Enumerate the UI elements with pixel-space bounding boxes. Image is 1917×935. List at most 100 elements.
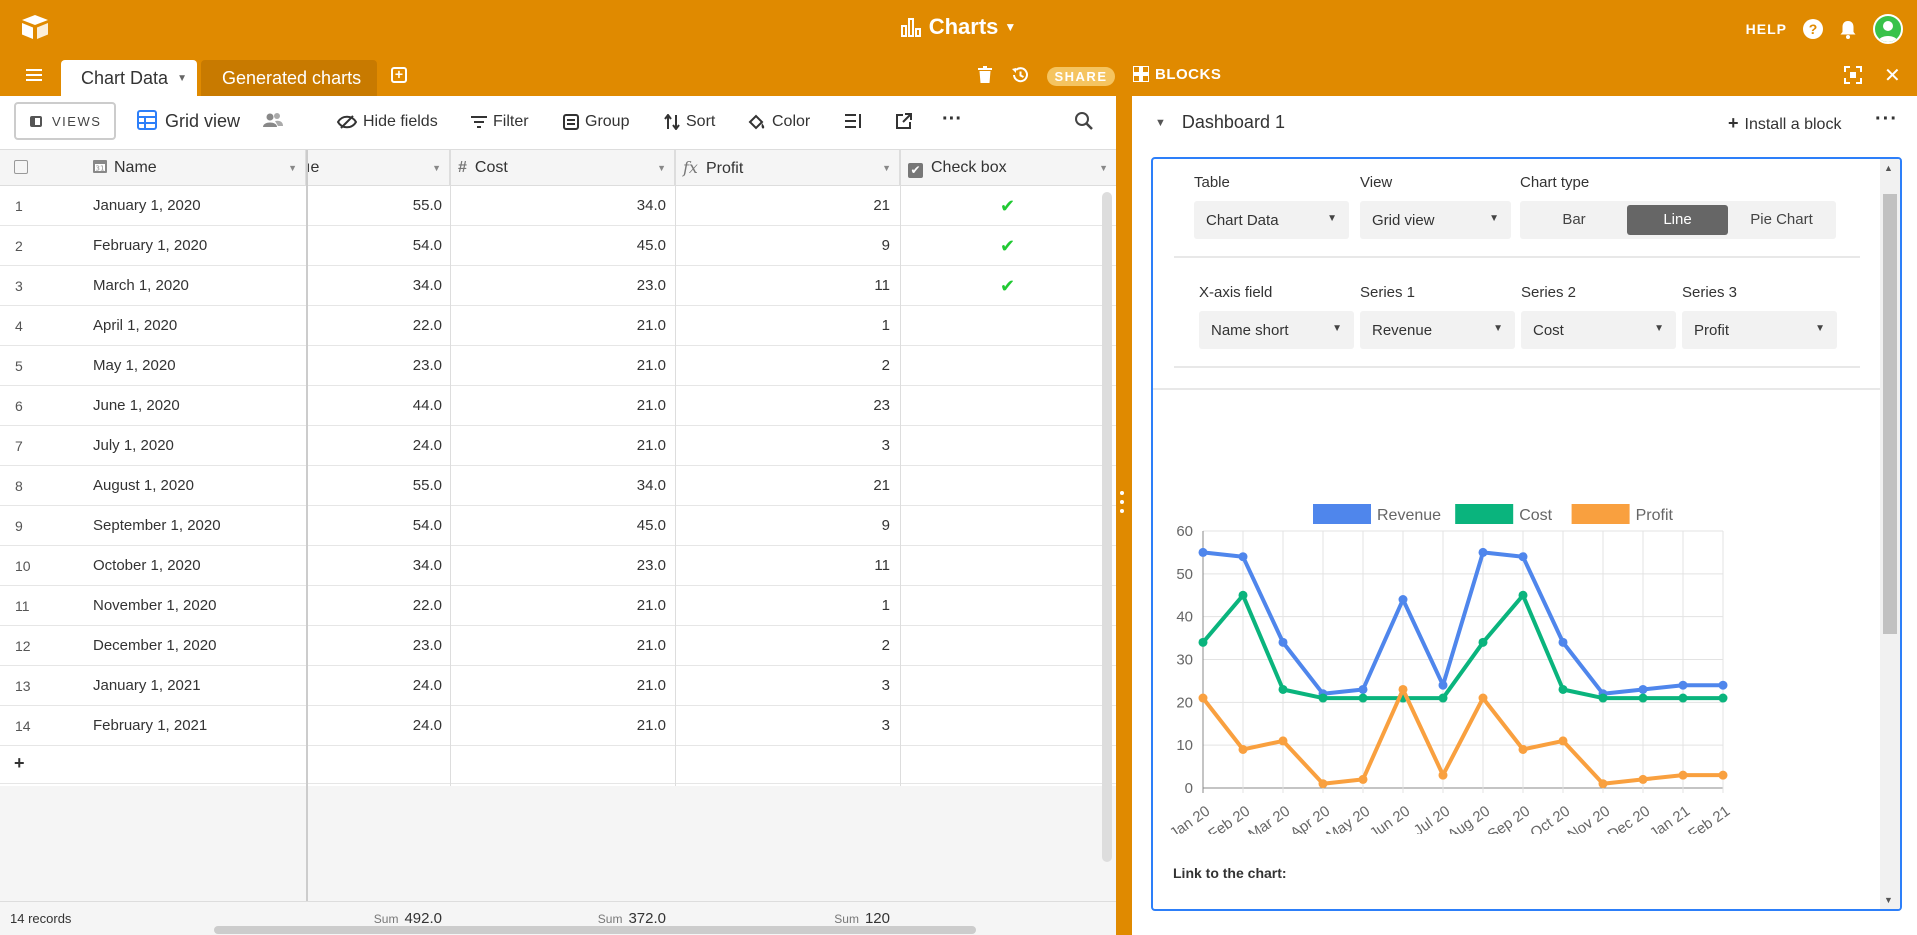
chart-type-bar[interactable]: Bar — [1562, 211, 1586, 228]
trash-icon[interactable] — [978, 66, 992, 84]
block-scrollbar[interactable] — [1883, 194, 1897, 634]
cell-revenue[interactable]: 54.0 — [412, 237, 442, 254]
table-row[interactable]: 5 May 1, 2020 23.0 21.0 2 — [0, 346, 1116, 386]
collapse-icon[interactable]: ▼ — [1155, 117, 1166, 129]
column-header-profit[interactable]: fx Profit ▼ — [675, 150, 900, 186]
cell-name[interactable]: June 1, 2020 — [93, 397, 180, 414]
scroll-up-icon[interactable]: ▲ — [1884, 163, 1893, 173]
column-header-name[interactable]: 31 Name ▼ — [84, 150, 306, 186]
search-icon[interactable] — [1074, 111, 1094, 131]
chart-type-pie[interactable]: Pie Chart — [1750, 211, 1813, 228]
scroll-down-icon[interactable]: ▼ — [1884, 895, 1893, 905]
help-icon[interactable]: ? — [1803, 19, 1823, 39]
cell-name[interactable]: March 1, 2020 — [93, 277, 189, 294]
bell-icon[interactable] — [1839, 19, 1857, 39]
cell-checkbox[interactable]: ✔ — [1000, 196, 1016, 216]
more-icon[interactable]: ··· — [942, 108, 962, 130]
add-table-icon[interactable]: + — [391, 67, 407, 83]
cell-profit[interactable]: 23 — [873, 397, 890, 414]
horizontal-scrollbar[interactable] — [214, 926, 976, 934]
cell-revenue[interactable]: 22.0 — [412, 597, 442, 614]
vertical-scrollbar[interactable] — [1102, 192, 1112, 862]
chevron-down-icon[interactable]: ▼ — [1099, 163, 1108, 173]
table-row[interactable]: 2 February 1, 2020 54.0 45.0 9 ✔ — [0, 226, 1116, 266]
cell-name[interactable]: September 1, 2020 — [93, 517, 221, 534]
cell-cost[interactable]: 34.0 — [636, 197, 666, 214]
view-switcher[interactable]: Grid view — [137, 110, 240, 132]
cell-name[interactable]: February 1, 2020 — [93, 237, 208, 254]
collaborators-icon[interactable] — [262, 112, 284, 128]
table-row[interactable]: 8 August 1, 2020 55.0 34.0 21 — [0, 466, 1116, 506]
cell-profit[interactable]: 1 — [881, 597, 890, 614]
cell-name[interactable]: October 1, 2020 — [93, 557, 201, 574]
table-row[interactable]: 4 April 1, 2020 22.0 21.0 1 — [0, 306, 1116, 346]
cell-cost[interactable]: 45.0 — [636, 237, 666, 254]
view-select[interactable]: Grid view ▼ — [1360, 201, 1511, 239]
cell-revenue[interactable]: 22.0 — [412, 317, 442, 334]
chevron-down-icon[interactable]: ▼ — [288, 163, 297, 173]
cell-name[interactable]: January 1, 2020 — [93, 197, 201, 214]
cell-profit[interactable]: 1 — [881, 317, 890, 334]
chevron-down-icon[interactable]: ▼ — [657, 163, 666, 173]
cell-name[interactable]: July 1, 2020 — [93, 437, 174, 454]
series3-select[interactable]: Profit ▼ — [1682, 311, 1837, 349]
cell-revenue[interactable]: 24.0 — [412, 437, 442, 454]
tab-generated-charts[interactable]: Generated charts — [201, 60, 377, 96]
table-row[interactable]: 9 September 1, 2020 54.0 45.0 9 — [0, 506, 1116, 546]
row-height-icon[interactable] — [845, 113, 863, 129]
table-row[interactable]: 3 March 1, 2020 34.0 23.0 11 ✔ — [0, 266, 1116, 306]
frozen-column-divider[interactable] — [306, 150, 308, 935]
close-icon[interactable]: ✕ — [1884, 65, 1901, 87]
cell-revenue[interactable]: 55.0 — [412, 477, 442, 494]
share-button[interactable]: SHARE — [1047, 67, 1115, 86]
chevron-down-icon[interactable]: ▼ — [882, 163, 891, 173]
avatar[interactable] — [1873, 14, 1903, 44]
cell-name[interactable]: January 1, 2021 — [93, 677, 201, 694]
cell-cost[interactable]: 45.0 — [636, 517, 666, 534]
cell-revenue[interactable]: 55.0 — [412, 197, 442, 214]
cell-profit[interactable]: 21 — [873, 197, 890, 214]
add-record-row[interactable]: + — [0, 746, 1116, 784]
table-row[interactable]: 7 July 1, 2020 24.0 21.0 3 — [0, 426, 1116, 466]
more-icon[interactable]: ··· — [1875, 108, 1898, 130]
column-header-cost[interactable]: # Cost ▼ — [450, 150, 675, 186]
sum-profit[interactable]: Sum 120 — [676, 910, 890, 927]
blocks-button[interactable]: BLOCKS — [1132, 65, 1221, 83]
dashboard-title[interactable]: ▼ Dashboard 1 — [1155, 112, 1285, 133]
column-header-revenue[interactable]: ıe ▼ — [306, 150, 450, 186]
history-icon[interactable] — [1010, 65, 1030, 85]
cell-cost[interactable]: 23.0 — [636, 557, 666, 574]
filter-button[interactable]: Filter — [471, 113, 529, 131]
cell-cost[interactable]: 34.0 — [636, 477, 666, 494]
table-row[interactable]: 1 January 1, 2020 55.0 34.0 21 ✔ — [0, 186, 1116, 226]
sum-revenue[interactable]: Sum 492.0 — [310, 910, 442, 927]
app-logo-icon[interactable] — [20, 14, 50, 40]
cell-checkbox[interactable]: ✔ — [1000, 236, 1016, 256]
chart-type-line[interactable]: Line — [1627, 205, 1728, 235]
table-row[interactable]: 10 October 1, 2020 34.0 23.0 11 — [0, 546, 1116, 586]
cell-cost[interactable]: 23.0 — [636, 277, 666, 294]
cell-name[interactable]: August 1, 2020 — [93, 477, 194, 494]
table-row[interactable]: 11 November 1, 2020 22.0 21.0 1 — [0, 586, 1116, 626]
cell-profit[interactable]: 3 — [881, 677, 890, 694]
series2-select[interactable]: Cost ▼ — [1521, 311, 1676, 349]
install-block-button[interactable]: + Install a block — [1728, 113, 1841, 134]
x-axis-select[interactable]: Name short ▼ — [1199, 311, 1354, 349]
cell-profit[interactable]: 9 — [881, 237, 890, 254]
chevron-down-icon[interactable]: ▼ — [177, 73, 187, 84]
cell-cost[interactable]: 21.0 — [636, 317, 666, 334]
cell-name[interactable]: May 1, 2020 — [93, 357, 176, 374]
cell-name[interactable]: December 1, 2020 — [93, 637, 217, 654]
table-row[interactable]: 6 June 1, 2020 44.0 21.0 23 — [0, 386, 1116, 426]
cell-checkbox[interactable]: ✔ — [1000, 276, 1016, 296]
cell-revenue[interactable]: 24.0 — [412, 677, 442, 694]
series1-select[interactable]: Revenue ▼ — [1360, 311, 1515, 349]
cell-revenue[interactable]: 54.0 — [412, 517, 442, 534]
cell-cost[interactable]: 21.0 — [636, 717, 666, 734]
cell-cost[interactable]: 21.0 — [636, 397, 666, 414]
cell-profit[interactable]: 11 — [874, 557, 890, 574]
cell-revenue[interactable]: 23.0 — [412, 357, 442, 374]
cell-revenue[interactable]: 34.0 — [412, 277, 442, 294]
cell-revenue[interactable]: 24.0 — [412, 717, 442, 734]
table-select[interactable]: Chart Data ▼ — [1194, 201, 1349, 239]
